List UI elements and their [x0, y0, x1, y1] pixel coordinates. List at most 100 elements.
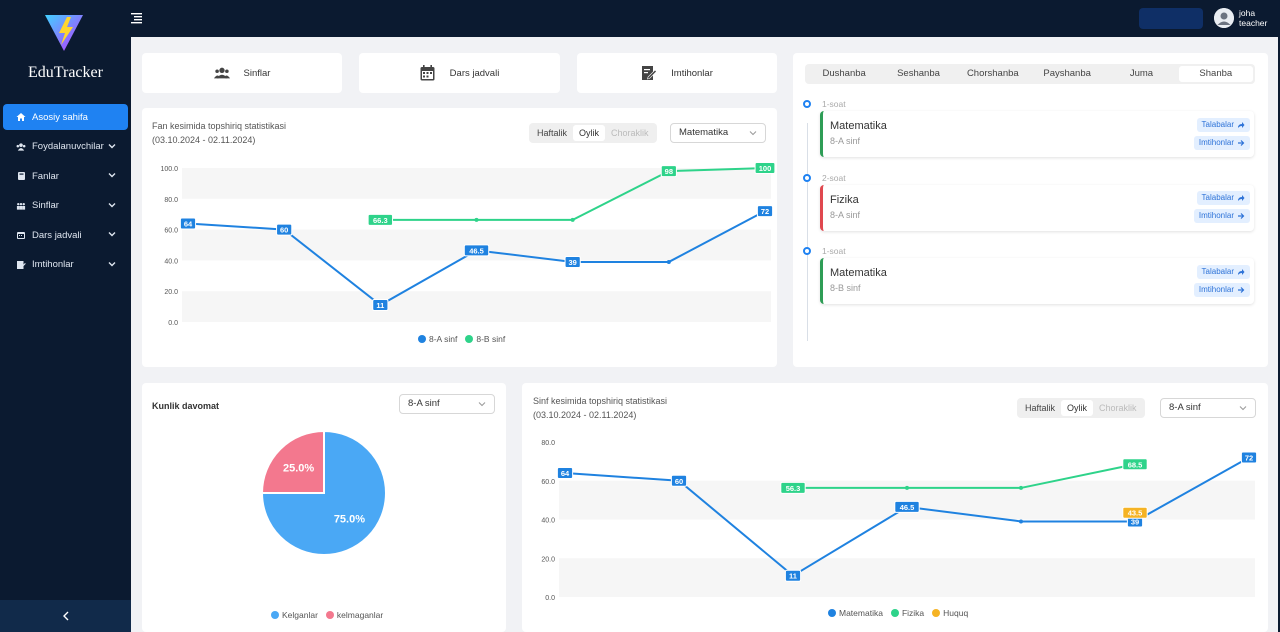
data-point[interactable] — [1019, 519, 1023, 524]
tab-seshanba[interactable]: Seshanba — [897, 68, 940, 79]
class-chart-legend: Matematika Fizika Huquq — [828, 608, 976, 618]
home-icon — [16, 112, 26, 122]
legend-item-huquq[interactable]: Huquq — [932, 608, 968, 618]
data-point[interactable] — [474, 217, 479, 222]
period-weekly[interactable]: Haftalik — [1025, 403, 1056, 413]
svg-text:11: 11 — [789, 572, 797, 581]
subject-period-toggle: Haftalik Oylik Choraklik — [529, 123, 657, 143]
exam-icon — [16, 260, 26, 270]
user-info[interactable]: joha teacher — [1239, 8, 1267, 28]
svg-text:43.5: 43.5 — [1128, 509, 1143, 518]
exams-button-label: Imtihonlar — [1198, 211, 1234, 220]
legend-item-fizika[interactable]: Fizika — [890, 608, 925, 618]
students-button[interactable]: Talabalar — [1196, 118, 1250, 132]
legend-label: Huquq — [943, 608, 969, 618]
timeline-dot — [803, 174, 811, 182]
sidebar-item-subjects[interactable]: Fanlar — [3, 163, 128, 189]
data-label: 68.5 — [1122, 458, 1148, 471]
chevron-down-icon — [1239, 406, 1247, 411]
book-icon — [16, 171, 26, 181]
user-icon — [1214, 8, 1234, 28]
students-button-label: Talabalar — [1201, 193, 1234, 202]
period-quarterly[interactable]: Choraklik — [1099, 403, 1137, 413]
data-label: 46.5 — [894, 500, 920, 513]
legend-item-8a[interactable]: 8-A sinf — [418, 334, 457, 344]
avatar[interactable] — [1214, 8, 1234, 28]
share-icon — [1238, 122, 1245, 128]
tab-shanba[interactable]: Shanba — [1178, 66, 1253, 82]
quick-link-classes[interactable]: Sinflar — [142, 53, 342, 93]
sidebar-item-users[interactable]: Foydalanuvchilar — [3, 134, 128, 160]
exams-button[interactable]: Imtihonlar — [1193, 209, 1250, 223]
subject-select[interactable]: Matematika — [670, 123, 766, 143]
lesson-class: 8-A sinf — [830, 136, 861, 146]
chevron-down-icon — [108, 261, 116, 266]
svg-text:68.5: 68.5 — [1128, 460, 1143, 469]
exams-button[interactable]: Imtihonlar — [1193, 136, 1250, 150]
schedule-card: Dushanba Seshanba Chorshanba Payshanba J… — [793, 53, 1268, 367]
sidebar-item-label: Sinflar — [32, 200, 59, 211]
tab-payshanba[interactable]: Payshanba — [1043, 68, 1091, 79]
y-tick-label: 80.0 — [164, 197, 178, 204]
svg-text:11: 11 — [376, 301, 384, 310]
svg-text:66.3: 66.3 — [373, 216, 388, 225]
legend-item-matematika[interactable]: Matematika — [828, 608, 883, 618]
svg-text:72: 72 — [1245, 454, 1253, 463]
sidebar-item-home[interactable]: Asosiy sahifa — [3, 104, 128, 130]
data-point[interactable] — [570, 217, 575, 222]
subject-select-value: Matematika — [679, 127, 729, 138]
legend-item-8b[interactable]: 8-B sinf — [465, 334, 505, 344]
data-point[interactable] — [905, 485, 909, 490]
students-button[interactable]: Talabalar — [1196, 265, 1250, 279]
attendance-class-select[interactable]: 8-A sinf — [399, 394, 495, 414]
legend-item-present[interactable]: Kelganlar — [271, 610, 318, 620]
svg-text:72: 72 — [761, 207, 769, 216]
tab-juma[interactable]: Juma — [1129, 68, 1154, 79]
lesson-card: Matematika 8-B sinf Talabalar Imtihonlar — [820, 258, 1254, 304]
svg-text:98: 98 — [665, 167, 673, 176]
period-weekly[interactable]: Haftalik — [537, 128, 568, 138]
legend-label: 8-A sinf — [429, 334, 458, 344]
exams-button[interactable]: Imtihonlar — [1193, 283, 1250, 297]
pie-label: 25.0% — [283, 463, 314, 475]
chevron-down-icon — [749, 131, 757, 136]
quick-link-label: Imtihonlar — [671, 67, 713, 79]
students-button[interactable]: Talabalar — [1196, 191, 1250, 205]
sidebar-item-schedule[interactable]: Dars jadvali — [3, 222, 128, 248]
lesson-class: 8-B sinf — [830, 283, 861, 293]
timeline-dot — [803, 100, 811, 108]
pie-slice[interactable] — [260, 429, 325, 494]
sidebar-item-label: Asosiy sahifa — [32, 111, 88, 123]
class-stats-card: Sinf kesimida topshiriq statistikasi (03… — [522, 383, 1268, 632]
sidebar-item-classes[interactable]: Sinflar — [3, 193, 128, 219]
header-action-button[interactable] — [1139, 8, 1203, 29]
quick-link-exams[interactable]: Imtihonlar — [577, 53, 777, 93]
quick-link-label: Sinflar — [243, 67, 271, 79]
legend-item-absent[interactable]: kelmaganlar — [325, 610, 383, 620]
data-point[interactable] — [666, 259, 671, 264]
sidebar-collapse-button[interactable] — [0, 600, 131, 632]
tab-chorshanba[interactable]: Chorshanba — [966, 68, 1019, 79]
period-quarterly[interactable]: Choraklik — [611, 128, 649, 138]
data-label: 60 — [276, 223, 293, 236]
data-label: 72 — [1240, 451, 1258, 464]
tab-dushanba[interactable]: Dushanba — [822, 68, 866, 79]
brand-name: EduTracker — [28, 64, 103, 81]
sidebar-item-exams[interactable]: Imtihonlar — [3, 252, 128, 278]
period-monthly[interactable]: Oylik — [573, 125, 606, 141]
calendar-icon — [16, 230, 26, 240]
period-monthly[interactable]: Oylik — [1061, 400, 1094, 416]
lesson-subject: Matematika — [830, 267, 887, 279]
data-label: 64 — [556, 467, 574, 479]
data-point[interactable] — [1019, 485, 1023, 490]
class-select[interactable]: 8-A sinf — [1160, 398, 1256, 418]
grid-band — [559, 558, 1255, 597]
group-icon — [16, 201, 26, 211]
legend-label: Fizika — [901, 608, 925, 618]
pie-label: 75.0% — [334, 513, 365, 525]
y-tick-label: 0.0 — [545, 595, 555, 602]
exams-button-label: Imtihonlar — [1198, 138, 1234, 147]
quick-link-schedule[interactable]: Dars jadvali — [359, 53, 560, 93]
users-icon — [213, 65, 230, 81]
menu-toggle-icon[interactable] — [131, 12, 142, 24]
